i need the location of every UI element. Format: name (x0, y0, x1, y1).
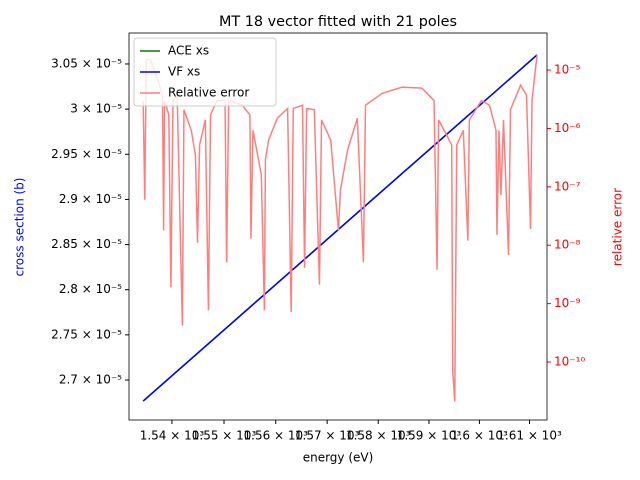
legend-label: ACE xs (168, 44, 209, 58)
y-tick-label: 2.85 × 10⁻⁵ (51, 237, 122, 251)
y2-tick-label: 10⁻⁹ (554, 296, 581, 310)
x-tick-label: 1.58 × 10³ (346, 429, 411, 443)
legend-label: VF xs (168, 65, 200, 79)
y-tick-label: 2.95 × 10⁻⁵ (51, 147, 122, 161)
x-axis-label: energy (eV) (303, 451, 374, 465)
legend-label: Relative error (168, 86, 249, 100)
y2-axis-label: relative error (611, 188, 625, 266)
y2-tick-label: 10⁻⁵ (554, 63, 581, 77)
y-tick-label: 2.75 × 10⁻⁵ (51, 327, 122, 341)
y2-tick-label: 10⁻⁶ (554, 121, 581, 135)
chart-title: MT 18 vector fitted with 21 poles (219, 14, 457, 30)
x-tick-label: 1.61 × 10³ (497, 429, 562, 443)
x-tick-label: 1.59 × 10³ (397, 429, 462, 443)
x-tick-label: 1.6 × 10³ (451, 429, 508, 443)
legend-box (133, 37, 277, 107)
y2-tick-label: 10⁻⁸ (554, 238, 581, 252)
series-line (142, 54, 538, 402)
y-axis-label: cross section (b) (13, 178, 27, 277)
plot-frame (128, 32, 548, 421)
y2-tick-label: 10⁻¹⁰ (554, 355, 585, 369)
x-tick-label: 1.54 × 10³ (140, 429, 205, 443)
y-tick-label: 2.8 × 10⁻⁵ (59, 282, 122, 296)
x-tick-label: 1.55 × 10³ (192, 429, 257, 443)
y-tick-label: 3.05 × 10⁻⁵ (51, 56, 122, 70)
x-tick-label: 1.56 × 10³ (244, 429, 309, 443)
y-tick-label: 2.7 × 10⁻⁵ (59, 372, 122, 386)
y2-tick-label: 10⁻⁷ (554, 179, 581, 193)
y-tick-label: 3 × 10⁻⁵ (70, 102, 122, 116)
x-tick-label: 1.57 × 10³ (295, 429, 360, 443)
series-line (142, 55, 538, 402)
y-tick-label: 2.9 × 10⁻⁵ (59, 192, 122, 206)
